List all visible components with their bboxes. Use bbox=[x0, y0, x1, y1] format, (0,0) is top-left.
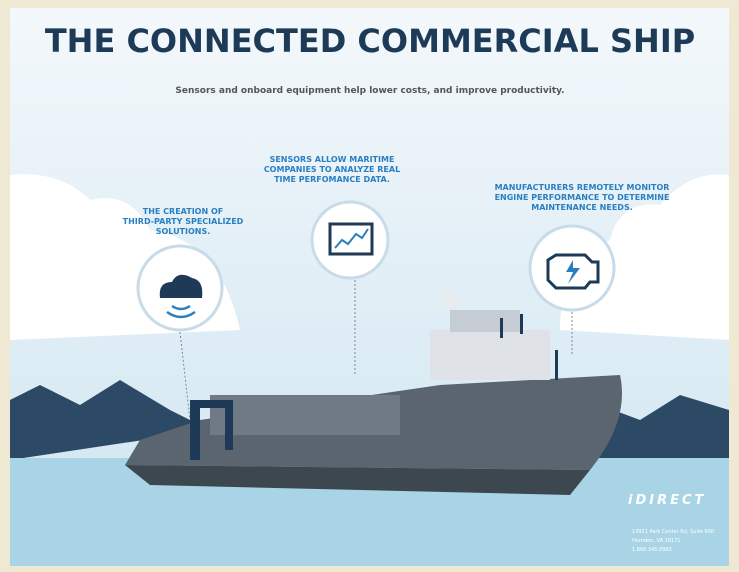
mountains-left bbox=[10, 380, 210, 460]
leader-lines bbox=[179, 280, 573, 421]
callout-line: ENGINE PERFORMANCE TO DETERMINE bbox=[495, 193, 670, 202]
cloud-icon bbox=[159, 274, 203, 319]
address-line: 1.866.345.0983 bbox=[632, 547, 672, 553]
callout-line: SENSORS ALLOW MARITIME bbox=[270, 155, 395, 164]
address-line: 13921 Park Center Rd, Suite 600 bbox=[632, 529, 714, 535]
ship bbox=[125, 291, 622, 495]
callout-line: THE CREATION OF bbox=[143, 207, 223, 216]
callout-line: MANUFACTURERS REMOTELY MONITOR bbox=[495, 183, 670, 192]
chart-icon bbox=[328, 222, 374, 256]
address-line: Herndon, VA 20171 bbox=[632, 538, 681, 544]
callout-line: TIME PERFOMANCE DATA. bbox=[274, 175, 390, 184]
callout-line: SOLUTIONS. bbox=[156, 227, 211, 236]
subtitle: Sensors and onboard equipment help lower… bbox=[175, 86, 564, 96]
engine-icon bbox=[546, 253, 600, 290]
callout-line: COMPANIES TO ANALYZE REAL bbox=[264, 165, 400, 174]
callout-line: THIRD-PARTY SPECIALIZED bbox=[123, 217, 244, 226]
title: THE CONNECTED COMMERCIAL SHIP bbox=[45, 22, 695, 60]
callout-line: MAINTENANCE NEEDS. bbox=[531, 203, 633, 212]
logo: iDIRECT bbox=[628, 493, 706, 508]
